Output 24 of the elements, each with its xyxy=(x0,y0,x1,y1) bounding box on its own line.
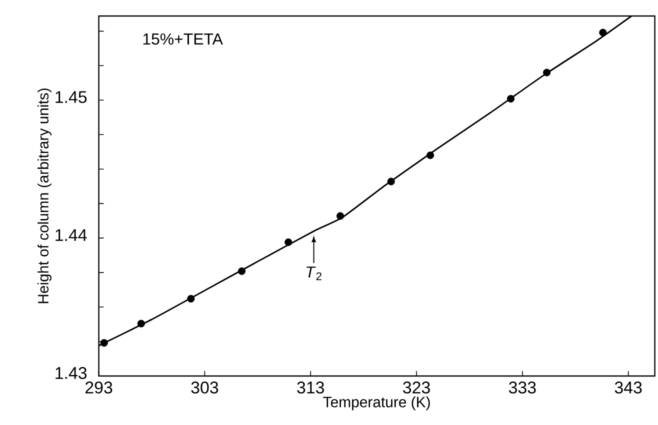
y-tick-label: 1.45 xyxy=(56,91,87,104)
x-axis-title: Temperature (K) xyxy=(323,396,430,410)
annotation: 15%+TETA xyxy=(143,33,223,45)
x-tick-label: 303 xyxy=(191,382,218,394)
y-tick-label: 1.44 xyxy=(56,229,87,241)
point xyxy=(506,94,515,103)
point xyxy=(137,320,145,328)
point xyxy=(187,294,195,303)
point xyxy=(599,28,607,36)
point xyxy=(238,267,246,275)
point xyxy=(387,178,395,186)
point xyxy=(336,212,344,220)
y-axis-title: Height of column (arbitrary units) xyxy=(38,88,52,304)
x-tick-label: 293 xyxy=(86,382,112,394)
y-tick-label: 1.43 xyxy=(56,367,87,380)
point xyxy=(100,339,108,347)
x-tick-label: 343 xyxy=(614,382,642,394)
point xyxy=(426,152,434,160)
point xyxy=(542,68,551,76)
x-tick-label: 333 xyxy=(508,382,536,394)
x-tick-label: 313 xyxy=(297,382,324,394)
annotation: T$_{2}$ xyxy=(306,266,322,280)
x-tick-label: 323 xyxy=(403,382,430,394)
point xyxy=(284,238,292,246)
